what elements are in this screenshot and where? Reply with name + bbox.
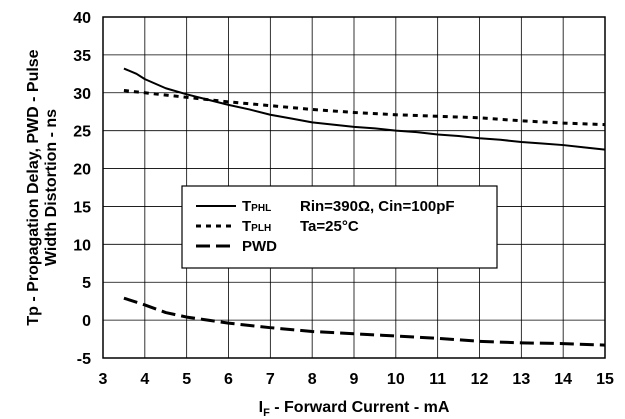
x-axis-label: IF - Forward Current - mA (259, 399, 450, 419)
series-line-pwd (123, 296, 606, 347)
x-tick-label: 9 (350, 371, 359, 388)
x-tick-label: 13 (512, 371, 530, 388)
legend: TPHL TPLH PWD Rin=390Ω, Cin=100pF Ta=25°C (181, 185, 498, 269)
x-axis-label-main: I (259, 399, 263, 416)
x-axis-label-sub: F (263, 407, 270, 419)
legend-box (181, 185, 498, 269)
x-tick-label: 8 (308, 371, 317, 388)
x-tick-label: 3 (99, 371, 108, 388)
y-axis-label: Tp - Propagation Delay, PWD - Pulse Widt… (25, 49, 60, 325)
x-tick-label: 5 (182, 371, 191, 388)
series-line-tphl (123, 67, 606, 151)
y-tick-label: 35 (73, 48, 91, 65)
y-tick-label: 20 (73, 162, 91, 179)
y-tick-label: 25 (73, 124, 91, 141)
plot-area-frame (102, 16, 606, 359)
x-tick-label: 7 (266, 371, 275, 388)
x-tick-label: 12 (471, 371, 489, 388)
series-line-tplh (123, 89, 606, 127)
x-tick-label: 15 (596, 371, 614, 388)
x-tick-label: 6 (224, 371, 233, 388)
y-tick-label: 5 (82, 275, 91, 292)
y-axis-ticks: -5 0 5 10 15 20 25 30 35 40 (73, 10, 91, 368)
x-tick-label: 11 (429, 371, 446, 388)
y-tick-label: 15 (73, 199, 91, 216)
x-axis-ticks: 3 4 5 6 7 8 9 10 11 12 13 14 15 (99, 371, 614, 388)
x-tick-label: 10 (387, 371, 405, 388)
y-tick-label: -5 (77, 351, 91, 368)
x-tick-label: 4 (140, 371, 149, 388)
legend-annotation-conditions: Rin=390Ω, Cin=100pF (300, 198, 455, 215)
y-tick-label: 10 (73, 237, 91, 254)
y-tick-label: 0 (82, 313, 91, 330)
legend-label-tphl: TPHL (242, 198, 271, 215)
x-tick-label: 14 (554, 371, 572, 388)
y-tick-label: 40 (73, 10, 91, 27)
y-tick-label: 30 (73, 86, 91, 103)
series-lines (123, 67, 606, 347)
legend-annotation-temperature: Ta=25°C (300, 218, 359, 235)
x-axis-label-rest: - Forward Current - mA (270, 399, 450, 416)
legend-label-tplh: TPLH (242, 218, 271, 235)
legend-label-pwd: PWD (242, 238, 277, 255)
y-axis-label-line2: Width Distortion - ns (43, 109, 60, 266)
y-axis-label-line1: Tp - Propagation Delay, PWD - Pulse (25, 49, 42, 325)
